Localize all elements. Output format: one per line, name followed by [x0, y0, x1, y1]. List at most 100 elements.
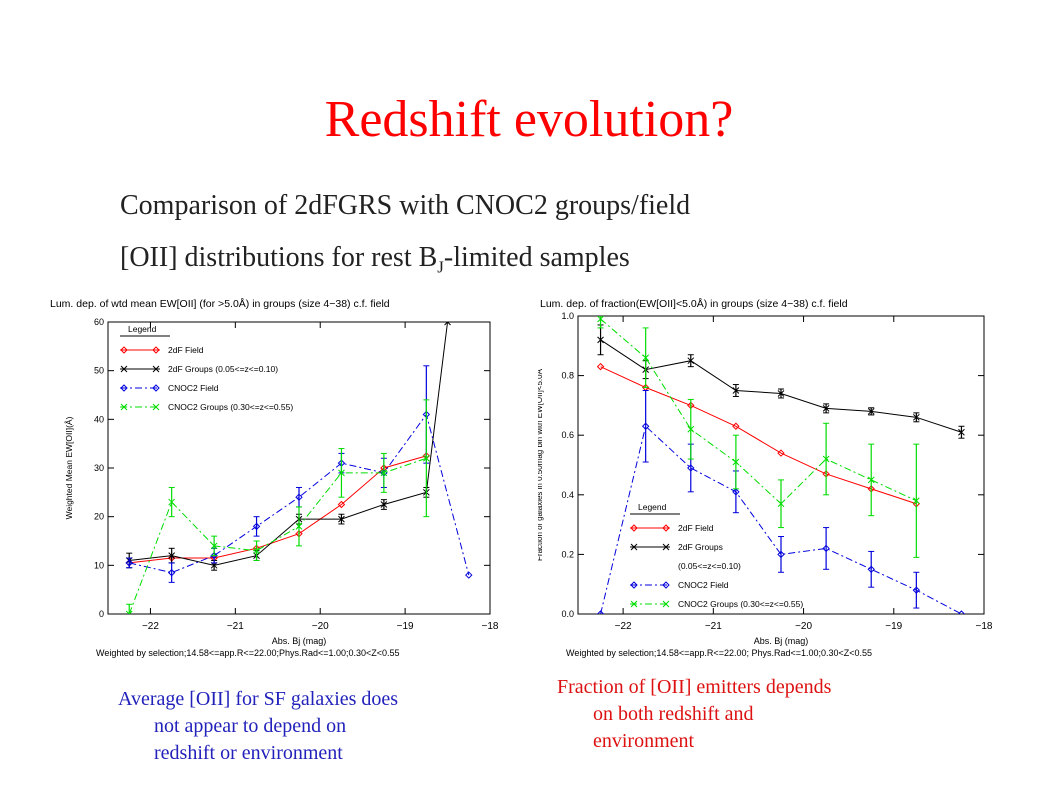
- data-point-diamond: [732, 422, 740, 430]
- data-point-x: [732, 387, 740, 394]
- legend-marker: [152, 365, 160, 373]
- legend-marker: [630, 581, 638, 589]
- data-point-diamond: [596, 362, 605, 371]
- subtitle-line-2: [OII] distributions for rest BJ-limited …: [120, 242, 630, 278]
- x-tick-label: −18: [976, 621, 993, 632]
- legend-marker: [630, 524, 638, 532]
- data-point-x: [642, 354, 650, 362]
- data-point-x: [338, 469, 345, 477]
- data-point-x: [687, 357, 695, 365]
- data-point-x: [380, 469, 388, 477]
- chart-left: Lum. dep. of wtd mean EW[OII] (for >5.0Å…: [50, 297, 498, 658]
- data-point-x: [295, 523, 303, 530]
- legend-title: Legend: [128, 324, 157, 334]
- data-point-diamond: [822, 544, 830, 553]
- plot-area: [596, 316, 966, 614]
- y-tick-label: 20: [94, 512, 104, 522]
- legend-marker: [120, 346, 128, 354]
- series-line-3: [600, 318, 917, 505]
- y-tick-label: 0.8: [561, 371, 574, 381]
- subtitle-2-pre: [OII] distributions for rest B: [120, 242, 438, 273]
- subtitle-line-1: Comparison of 2dFGRS with CNOC2 groups/f…: [120, 190, 691, 221]
- x-tick-label: −22: [615, 621, 632, 632]
- legend-label-1: 2dF Groups: [678, 542, 723, 552]
- data-point-x: [777, 390, 785, 397]
- data-point-x: [958, 428, 965, 436]
- data-point-x: [732, 458, 740, 466]
- legend-marker: [662, 543, 670, 551]
- legend-marker: [662, 581, 670, 589]
- x-axis-label: Abs. Bj (mag): [272, 636, 327, 646]
- data-point-diamond: [687, 464, 695, 472]
- legend-marker: [152, 346, 160, 354]
- y-tick-label: 0: [99, 609, 104, 619]
- legend-marker: [152, 384, 160, 392]
- legend-marker: [120, 403, 128, 411]
- y-tick-label: 50: [94, 366, 104, 376]
- legend-marker: [152, 403, 160, 411]
- legend-label-extra: (0.05<=z<=0.10): [678, 561, 741, 571]
- data-point-x: [253, 547, 260, 555]
- caption-left-line-2: not appear to depend on: [154, 715, 347, 737]
- chart-title: Lum. dep. of wtd mean EW[OII] (for >5.0Å…: [50, 297, 390, 310]
- series-line-0: [129, 455, 427, 564]
- caption-right-line-3: environment: [593, 730, 695, 752]
- data-point-diamond: [125, 559, 133, 567]
- y-tick-label: 30: [94, 463, 104, 473]
- data-point-x: [912, 497, 920, 505]
- caption-right-line-1: Fraction of [OII] emitters depends: [557, 676, 832, 698]
- legend-label-1: 2dF Groups (0.05<=z<=0.10): [168, 364, 278, 374]
- subtitle-2-subscript: J: [437, 257, 444, 277]
- chart-footer: Weighted by selection;14.58<=app.R<=22.0…: [96, 648, 400, 658]
- x-axis-label: Abs. Bj (mag): [754, 636, 809, 646]
- data-point-x: [380, 501, 388, 508]
- data-point-x: [867, 476, 875, 484]
- y-axis-label: Fraction of galaxies in 0.50mag bin with…: [538, 368, 544, 561]
- data-point-x: [912, 413, 920, 421]
- legend-title: Legend: [638, 502, 667, 512]
- data-point-diamond: [596, 610, 605, 614]
- y-tick-label: 0.6: [561, 430, 574, 440]
- x-tick-label: −21: [227, 621, 244, 632]
- legend-label-0: 2dF Field: [678, 523, 714, 533]
- data-point-x: [444, 322, 451, 326]
- data-point-diamond: [912, 586, 921, 594]
- data-point-diamond: [732, 488, 740, 496]
- x-tick-label: −18: [482, 621, 498, 632]
- series-line-1: [129, 322, 449, 566]
- chart-footer: Weighted by selection;14.58<=app.R<=22.0…: [566, 648, 872, 658]
- legend-label-0: 2dF Field: [168, 345, 204, 355]
- series-line-3: [128, 457, 427, 614]
- y-tick-label: 10: [94, 560, 104, 570]
- plot-area: [125, 322, 473, 614]
- plot-frame: [577, 315, 985, 615]
- data-point-diamond: [777, 449, 785, 457]
- data-point-x: [597, 316, 604, 323]
- legend-label-3: CNOC2 Groups (0.30<=z<=0.55): [168, 402, 293, 412]
- legend-label-2: CNOC2 Field: [168, 383, 219, 393]
- data-point-x: [867, 408, 875, 415]
- data-point-diamond: [957, 610, 966, 614]
- slide-title: Redshift evolution?: [324, 91, 734, 148]
- caption-left: Average [OII] for SF galaxies does not a…: [118, 686, 498, 767]
- chart-right: Lum. dep. of fraction(EW[OII]<5.0Å) in g…: [538, 297, 993, 658]
- data-point-diamond: [777, 550, 785, 559]
- data-point-x: [168, 498, 176, 506]
- series-line-2: [600, 425, 962, 614]
- plot-frame: [107, 321, 491, 615]
- y-axis-label: Weighted Mean EW[OII](Å): [64, 416, 74, 519]
- legend-marker: [662, 524, 670, 532]
- x-tick-label: −19: [885, 621, 902, 632]
- data-point-x: [777, 500, 785, 508]
- caption-left-line-1: Average [OII] for SF galaxies does: [118, 688, 399, 710]
- data-point-diamond: [295, 493, 303, 501]
- data-point-x: [125, 610, 133, 614]
- data-point-x: [210, 542, 218, 550]
- data-point-x: [822, 405, 830, 412]
- y-tick-label: 0.2: [561, 549, 574, 559]
- legend-marker: [120, 384, 128, 392]
- data-point-diamond: [337, 500, 346, 509]
- legend-marker: [630, 543, 638, 551]
- series-line-1: [600, 339, 962, 433]
- legend-marker: [630, 600, 638, 608]
